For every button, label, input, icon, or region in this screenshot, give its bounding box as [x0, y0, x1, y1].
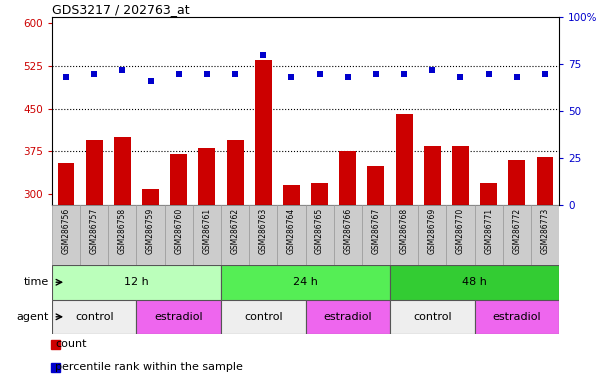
Bar — [249, 205, 277, 265]
Text: GSM286761: GSM286761 — [202, 208, 211, 254]
Text: GSM286772: GSM286772 — [512, 208, 521, 254]
Point — [315, 71, 324, 77]
Text: GSM286759: GSM286759 — [146, 208, 155, 254]
Bar — [362, 205, 390, 265]
Text: GSM286765: GSM286765 — [315, 208, 324, 254]
Bar — [390, 205, 418, 265]
Bar — [396, 114, 412, 365]
Bar — [452, 146, 469, 365]
Text: GSM286773: GSM286773 — [541, 208, 549, 254]
Bar — [339, 151, 356, 365]
Text: estradiol: estradiol — [323, 312, 372, 322]
Bar — [142, 189, 159, 365]
Bar — [283, 185, 300, 365]
Bar — [86, 140, 103, 365]
Text: GSM286766: GSM286766 — [343, 208, 353, 254]
Text: estradiol: estradiol — [492, 312, 541, 322]
Bar — [221, 205, 249, 265]
Text: GSM286764: GSM286764 — [287, 208, 296, 254]
Bar — [221, 300, 306, 334]
Text: GSM286768: GSM286768 — [400, 208, 409, 254]
Text: GSM286763: GSM286763 — [258, 208, 268, 254]
Bar — [334, 205, 362, 265]
Text: control: control — [75, 312, 114, 322]
Bar — [311, 183, 328, 365]
Point — [287, 74, 296, 81]
Text: agent: agent — [16, 312, 49, 322]
Bar — [306, 300, 390, 334]
Bar — [52, 265, 221, 300]
Bar — [80, 205, 108, 265]
Bar — [227, 140, 244, 365]
Text: GSM286769: GSM286769 — [428, 208, 437, 254]
Bar — [52, 205, 80, 265]
Text: count: count — [55, 339, 87, 349]
Bar — [447, 205, 475, 265]
Text: 24 h: 24 h — [293, 277, 318, 287]
Bar — [52, 300, 136, 334]
Text: estradiol: estradiol — [155, 312, 203, 322]
Text: control: control — [244, 312, 282, 322]
Point — [117, 67, 127, 73]
Bar — [136, 205, 164, 265]
Text: GDS3217 / 202763_at: GDS3217 / 202763_at — [52, 3, 189, 16]
Bar — [480, 183, 497, 365]
Point — [512, 74, 522, 81]
Bar — [508, 160, 525, 365]
Bar — [193, 205, 221, 265]
Point — [371, 71, 381, 77]
Text: time: time — [24, 277, 49, 287]
Bar — [418, 205, 447, 265]
Bar — [277, 205, 306, 265]
Text: GSM286771: GSM286771 — [484, 208, 493, 254]
Point — [258, 52, 268, 58]
Point — [343, 74, 353, 81]
Bar — [114, 137, 131, 365]
Bar — [531, 205, 559, 265]
Point — [456, 74, 466, 81]
Point — [230, 71, 240, 77]
Bar — [536, 157, 554, 365]
Point — [202, 71, 212, 77]
Bar — [475, 300, 559, 334]
Bar — [57, 163, 75, 365]
Bar — [136, 300, 221, 334]
Bar — [424, 146, 441, 365]
Text: GSM286756: GSM286756 — [62, 208, 70, 254]
Text: GSM286760: GSM286760 — [174, 208, 183, 254]
Bar — [503, 205, 531, 265]
Bar — [475, 205, 503, 265]
Bar — [164, 205, 193, 265]
Text: GSM286767: GSM286767 — [371, 208, 381, 254]
Bar — [390, 265, 559, 300]
Point — [399, 71, 409, 77]
Point — [89, 71, 99, 77]
Text: 48 h: 48 h — [462, 277, 487, 287]
Point — [484, 71, 494, 77]
Point — [174, 71, 184, 77]
Point — [428, 67, 437, 73]
Text: control: control — [413, 312, 452, 322]
Text: GSM286758: GSM286758 — [118, 208, 127, 254]
Point — [61, 74, 71, 81]
Bar — [390, 300, 475, 334]
Bar — [199, 149, 215, 365]
Bar — [367, 166, 384, 365]
Bar — [306, 205, 334, 265]
Point — [540, 71, 550, 77]
Bar — [255, 60, 272, 365]
Text: GSM286762: GSM286762 — [230, 208, 240, 254]
Bar — [108, 205, 136, 265]
Bar — [170, 154, 187, 365]
Text: GSM286757: GSM286757 — [90, 208, 99, 254]
Point — [145, 78, 155, 84]
Text: percentile rank within the sample: percentile rank within the sample — [55, 362, 243, 372]
Bar — [221, 265, 390, 300]
Text: GSM286770: GSM286770 — [456, 208, 465, 254]
Text: 12 h: 12 h — [124, 277, 149, 287]
